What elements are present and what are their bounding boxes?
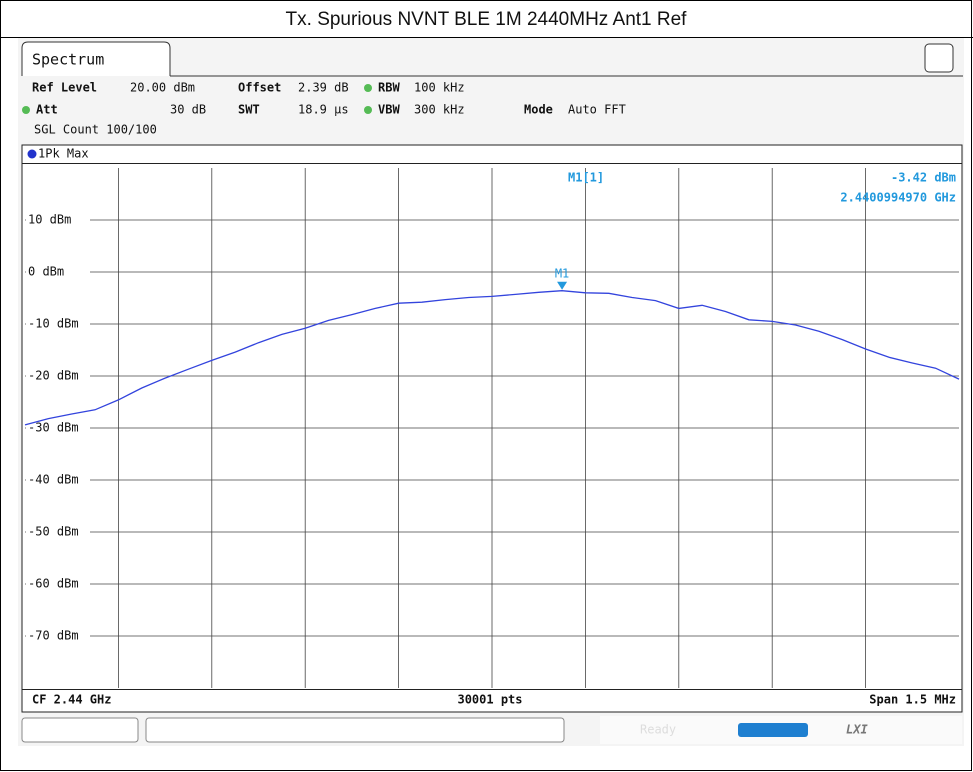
led bbox=[364, 106, 372, 114]
y-tick-label: -50 dBm bbox=[28, 525, 79, 539]
status-lxi: LXI bbox=[846, 723, 868, 737]
setting: Mode bbox=[524, 103, 553, 117]
setting: 18.9 µs bbox=[298, 103, 349, 117]
y-tick-label: 0 dBm bbox=[28, 265, 64, 279]
trace-dot bbox=[27, 149, 37, 159]
tick-label-bg bbox=[26, 213, 90, 227]
setting: 30 dB bbox=[170, 103, 206, 117]
trace-label: 1Pk Max bbox=[38, 147, 89, 161]
tick-label-bg bbox=[26, 421, 90, 435]
menu-button[interactable] bbox=[924, 43, 954, 73]
setting: Offset bbox=[238, 81, 281, 95]
count: SGL Count 100/100 bbox=[34, 123, 157, 137]
tick-label-bg bbox=[26, 525, 90, 539]
footer: 30001 pts bbox=[457, 693, 522, 707]
setting: Ref Level bbox=[32, 81, 97, 95]
y-tick-label: -40 dBm bbox=[28, 473, 79, 487]
tab-label: Spectrum bbox=[32, 51, 104, 69]
setting: SWT bbox=[238, 103, 260, 117]
tab[interactable] bbox=[21, 41, 171, 76]
marker-name: M1 bbox=[555, 266, 569, 280]
softkey[interactable] bbox=[21, 717, 139, 743]
setting: Att bbox=[36, 103, 58, 117]
setting: RBW bbox=[378, 81, 400, 95]
marker-label: M1[1] bbox=[568, 171, 604, 185]
led bbox=[22, 106, 30, 114]
y-tick-label: -10 dBm bbox=[28, 317, 79, 331]
y-tick-label: -20 dBm bbox=[28, 369, 79, 383]
setting: 300 kHz bbox=[414, 103, 465, 117]
y-tick-label: -30 dBm bbox=[28, 421, 79, 435]
title: Tx. Spurious NVNT BLE 1M 2440MHz Ant1 Re… bbox=[286, 9, 688, 30]
trace bbox=[24, 290, 960, 426]
tick-label-bg bbox=[26, 317, 90, 331]
progress bbox=[738, 723, 808, 737]
y-tick-label: -70 dBm bbox=[28, 629, 79, 643]
setting: VBW bbox=[378, 103, 400, 117]
setting: Auto FFT bbox=[568, 103, 626, 117]
marker-freq: 2.4400994970 GHz bbox=[840, 191, 956, 205]
tick-label-bg bbox=[26, 369, 90, 383]
footer: Span 1.5 MHz bbox=[869, 693, 956, 707]
tick-label-bg bbox=[26, 629, 90, 643]
status-ready: Ready bbox=[640, 723, 676, 737]
footer: CF 2.44 GHz bbox=[32, 693, 111, 707]
tick-label-bg bbox=[26, 265, 90, 279]
tick-label-bg bbox=[26, 577, 90, 591]
setting: 20.00 dBm bbox=[130, 81, 195, 95]
marker bbox=[557, 281, 568, 290]
input-bar[interactable] bbox=[145, 717, 565, 743]
setting: 100 kHz bbox=[414, 81, 465, 95]
tick-label-bg bbox=[26, 473, 90, 487]
setting: 2.39 dB bbox=[298, 81, 349, 95]
marker-value: -3.42 dBm bbox=[891, 171, 956, 185]
y-tick-label: 10 dBm bbox=[28, 213, 71, 227]
y-tick-label: -60 dBm bbox=[28, 577, 79, 591]
led bbox=[364, 84, 372, 92]
